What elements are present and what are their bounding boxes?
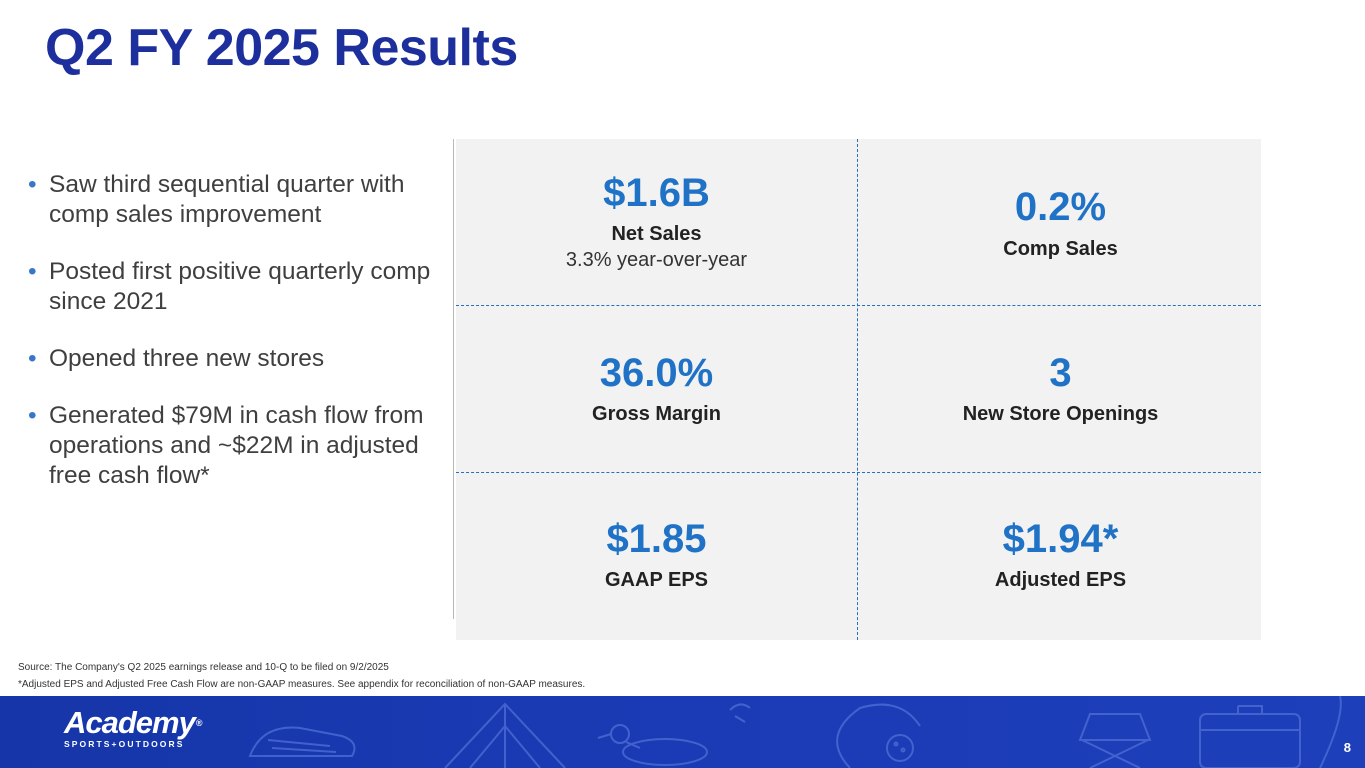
metric-value: 36.0%: [599, 351, 714, 395]
page-number: 8: [1343, 740, 1351, 755]
metric-comp-sales: 0.2% Comp Sales: [860, 185, 1261, 262]
logo-brand-text: Academy: [64, 705, 196, 740]
metric-net-sales: $1.6B Net Sales 3.3% year-over-year: [456, 171, 857, 273]
grid-divider-vertical: [857, 139, 858, 640]
academy-logo: Academy® SPORTS+OUTDOORS: [64, 705, 203, 749]
footer-illustration: [248, 696, 1342, 768]
golf-ball-icon: [836, 703, 921, 768]
metric-gaap-eps: $1.85 GAAP EPS: [456, 517, 857, 593]
bullet-new-stores: Opened three new stores: [28, 344, 438, 374]
metric-label: New Store Openings: [962, 403, 1159, 425]
metric-value: $1.94*: [1002, 517, 1119, 561]
slide-title: Q2 FY 2025 Results: [45, 19, 518, 77]
sneaker-icon: [248, 726, 356, 757]
logo-registered-mark: ®: [195, 718, 203, 728]
metric-value: 0.2%: [1014, 185, 1107, 229]
metric-label: Comp Sales: [1003, 238, 1118, 260]
metric-gross-margin: 36.0% Gross Margin: [456, 351, 857, 427]
grid-edge-line: [453, 139, 454, 619]
metric-subtext: 3.3% year-over-year: [565, 249, 748, 271]
highlights-list: Saw third sequential quarter with comp s…: [28, 170, 438, 518]
bullet-cash-flow: Generated $79M in cash flow from operati…: [28, 401, 438, 491]
metric-new-stores: 3 New Store Openings: [860, 351, 1261, 427]
metric-label: Gross Margin: [592, 403, 721, 425]
non-gaap-footnote: *Adjusted EPS and Adjusted Free Cash Flo…: [18, 679, 586, 690]
logo-tagline: SPORTS+OUTDOORS: [64, 739, 185, 749]
camp-chair-icon: [1078, 713, 1152, 768]
metric-value: $1.6B: [603, 171, 710, 215]
bullet-positive-comp: Posted first positive quarterly comp sin…: [28, 257, 438, 317]
cooler-icon: [1199, 696, 1342, 768]
metric-value: 3: [1049, 351, 1072, 395]
metric-label: Adjusted EPS: [994, 569, 1127, 591]
grid-divider-horizontal: [456, 472, 1261, 473]
duck-icon: [597, 703, 751, 766]
metric-value: $1.85: [606, 517, 707, 561]
footer-banner: Academy® SPORTS+OUTDOORS: [0, 696, 1365, 768]
grid-divider-horizontal: [456, 305, 1261, 306]
tent-icon: [444, 702, 566, 768]
metric-label: Net Sales: [611, 223, 702, 245]
metrics-grid: $1.6B Net Sales 3.3% year-over-year 0.2%…: [456, 139, 1261, 640]
source-footnote: Source: The Company's Q2 2025 earnings r…: [18, 662, 389, 673]
bullet-comp-improvement: Saw third sequential quarter with comp s…: [28, 170, 438, 230]
metric-adjusted-eps: $1.94* Adjusted EPS: [860, 517, 1261, 593]
metric-label: GAAP EPS: [605, 569, 708, 591]
